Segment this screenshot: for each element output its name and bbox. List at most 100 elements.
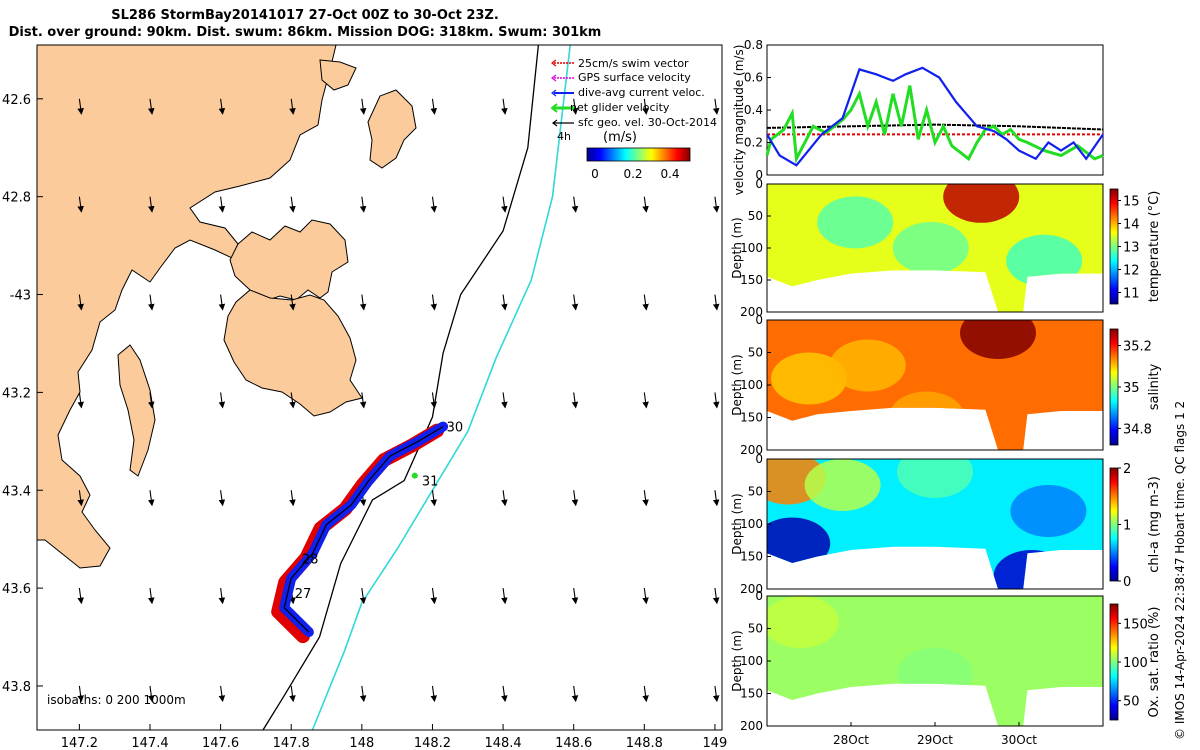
glider-track: [283, 426, 444, 633]
colorbar-tick-label: 50: [1123, 695, 1140, 710]
depth-tick-label: 50: [748, 485, 763, 499]
colorbar-tick-label: 15: [1123, 195, 1140, 210]
surface-velocity-vector: [359, 294, 367, 311]
salinity-colorbar-group: [1109, 328, 1119, 446]
surface-velocity-vector: [430, 294, 438, 311]
surface-velocity-vector: [501, 588, 508, 605]
surface-velocity-vector: [501, 490, 508, 507]
heatmap-patch: [771, 352, 847, 405]
legend-arrow-net: [550, 103, 558, 113]
surface-velocity-vector: [77, 98, 84, 115]
track-end-marker: [411, 472, 418, 479]
bruny-island: [117, 344, 156, 477]
map-x-tick-label: 147.6: [202, 736, 239, 750]
day-label: 30: [447, 421, 464, 436]
legend-label-dive: dive-avg current veloc.: [578, 86, 705, 99]
heatmap-patch: [1010, 485, 1087, 537]
depth-tick-label: 150: [740, 273, 763, 287]
depth-axis-label: Depth (m): [730, 630, 744, 691]
heatmap-patch: [817, 196, 894, 249]
surface-velocity-vector: [642, 588, 649, 605]
surface-velocity-vector: [147, 294, 155, 311]
chla-colorbar-group: [1109, 467, 1119, 582]
surface-velocity-vector: [571, 588, 579, 605]
surface-velocity-vector: [359, 685, 367, 703]
surface-velocity-vector: [571, 98, 579, 115]
depth-tick-label: 100: [740, 378, 763, 392]
colorbar-ticks: 0 0.2 0.4: [591, 167, 679, 181]
map-x-tick-label: 148: [349, 736, 374, 750]
map-x-tick-label: 147.8: [273, 736, 310, 750]
colorbar-tick-0: 0: [591, 167, 599, 181]
heatmap-patch: [804, 459, 881, 511]
colorbar-label: Ox. sat. ratio (%): [1147, 607, 1162, 718]
speed-colorbar: [586, 147, 691, 162]
depth-tick-label: 0: [755, 177, 763, 191]
velocity-y-tick-label: 0.6: [744, 71, 763, 85]
surface-velocity-vector: [289, 490, 296, 507]
colorbar-tick-label: 14: [1123, 218, 1140, 233]
colorbar-tick-label: 150: [1123, 617, 1148, 632]
surface-velocity-vector: [430, 392, 438, 409]
depth-tick-label: 0: [755, 589, 763, 603]
heatmap-patch: [892, 222, 969, 274]
chart-title-line-1: SL286 StormBay20141017 27-Oct 00Z to 30-…: [111, 8, 499, 23]
map-y-tick-label: 43.4: [2, 484, 31, 499]
surface-velocity-vector: [289, 685, 296, 703]
map-x-tick-label: 147.2: [61, 736, 98, 750]
legend-arrow-dive: [551, 89, 557, 97]
surface-velocity-vector: [712, 588, 720, 605]
depth-tick-label: 150: [740, 687, 763, 701]
map-panel: 27 28 30 31 147.2 147.4 147.6 147.8 148 148.2 148…: [2, 44, 728, 750]
tasmania-mainland: [37, 45, 337, 569]
surface-velocity-vector: [147, 588, 155, 605]
heatmap-patch: [897, 459, 973, 498]
heatmap-patch: [829, 339, 906, 392]
surface-velocity-vector: [642, 685, 649, 703]
surface-velocity-vector: [430, 685, 438, 703]
colorbar-label: temperature (°C): [1147, 191, 1162, 303]
surface-velocity-vector: [77, 196, 84, 213]
depth-tick-label: 50: [748, 209, 763, 223]
velocity-y-tick-label: 0.2: [744, 136, 763, 150]
heatmap-panel-2: 0 50 100 150 200 Depth (m) 11 12 13 14 15 temperatu…: [730, 177, 1162, 319]
oxygen-colorbar-group: [1109, 603, 1119, 721]
map-y-tick-label: 43.8: [2, 680, 31, 695]
surface-velocity-vector: [147, 196, 155, 213]
surface-velocity-vector: [289, 392, 296, 409]
velocity-y-tick-label: 0: [755, 168, 763, 182]
map-x-tick-label: 149: [703, 736, 728, 750]
surface-velocity-vector: [712, 392, 720, 409]
surface-velocity-vector: [218, 294, 226, 311]
surface-velocity-vector: [571, 685, 579, 703]
surface-velocity-vector: [77, 490, 84, 507]
schouten-coast: [319, 59, 357, 91]
map-y-tick-label: 42.6: [2, 93, 31, 108]
isobath-1000m: [311, 44, 571, 731]
depth-tick-label: 100: [740, 517, 763, 531]
surface-velocity-vector: [712, 490, 720, 507]
time-tick-label: 30Oct: [1001, 733, 1037, 747]
map-x-tick-label: 148.8: [626, 736, 663, 750]
depth-axis-label: Depth (m): [730, 217, 744, 278]
depth-tick-label: 50: [748, 622, 763, 636]
day-label: 27: [295, 587, 312, 602]
heatmap-patch: [767, 596, 839, 648]
surface-velocity-vector: [712, 294, 720, 311]
surface-velocity-vector: [430, 588, 438, 605]
surface-velocity-vector: [642, 392, 649, 409]
map-x-tick-label: 148.2: [414, 736, 451, 750]
surface-velocity-vector: [571, 490, 579, 507]
colorbar-tick-2: 0.4: [660, 167, 679, 181]
colorbar-tick-label: 100: [1123, 656, 1148, 671]
depth-axis-label: Depth (m): [730, 354, 744, 415]
isobath-label: isobaths: 0 200 1000m: [47, 693, 186, 707]
heatmap-panel-3: 0 50 100 150 200 Depth (m) 34.8 35 35.2 salinity: [730, 313, 1162, 457]
depth-tick-label: 0: [755, 313, 763, 327]
surface-velocity-vector: [77, 685, 84, 703]
chart-title-line-2: Dist. over ground: 90km. Dist. swum: 86k…: [8, 25, 602, 40]
map-x-tick-label: 147.4: [131, 736, 168, 750]
surface-velocity-vector: [501, 685, 508, 703]
depth-tick-label: 200: [740, 443, 763, 457]
